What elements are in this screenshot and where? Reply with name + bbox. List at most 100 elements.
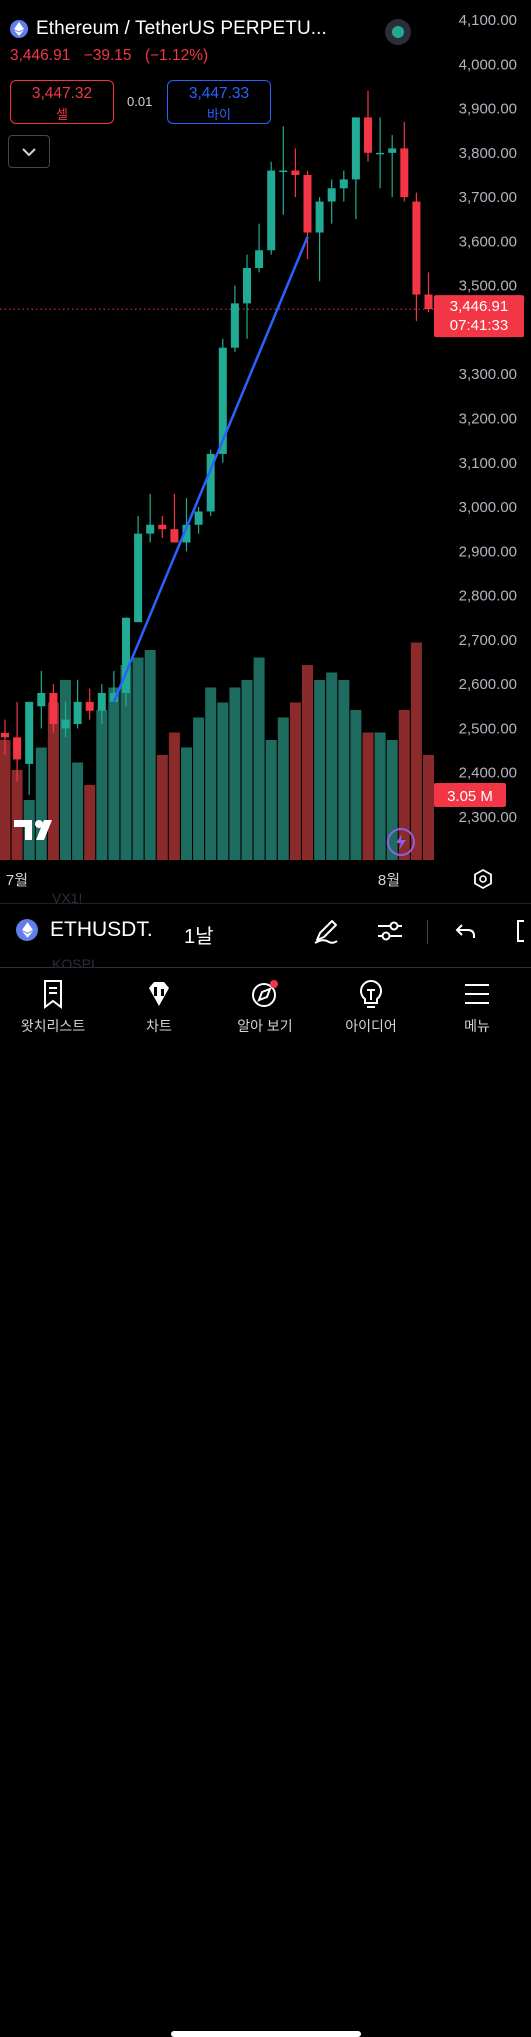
tab-label: 차트 <box>146 1018 172 1034</box>
collapse-button[interactable] <box>8 135 50 168</box>
countdown-text: 07:41:33 <box>450 317 508 334</box>
volume-bar <box>35 747 47 860</box>
tab-label: 알아 보기 <box>237 1018 293 1034</box>
more-tools-button[interactable] <box>512 916 531 951</box>
volume-bar <box>386 740 398 860</box>
x-axis-label: 7월 <box>6 872 28 889</box>
buy-button[interactable]: 3,447.33 바이 <box>167 80 271 124</box>
volume-badge-text: 3.05 M <box>447 788 493 805</box>
volume-bar <box>265 740 277 860</box>
indicators-button[interactable] <box>375 916 405 951</box>
settings-sliders-icon <box>378 921 402 941</box>
x-axis-label: 8월 <box>378 872 400 889</box>
symbol-selector[interactable]: ETHUSDT. <box>16 918 153 942</box>
volume-bar <box>60 680 71 860</box>
lightning-icon[interactable] <box>387 828 415 856</box>
candle <box>61 719 70 729</box>
candle <box>364 117 372 153</box>
tab-chart[interactable]: 차트 <box>106 978 212 1036</box>
y-axis-label: 3,500.00 <box>459 278 517 295</box>
ethereum-icon <box>10 20 28 38</box>
candle <box>25 701 34 764</box>
volume-bar <box>120 665 132 860</box>
settings-hex-icon[interactable] <box>474 868 492 890</box>
volume-bar <box>338 680 350 860</box>
candle <box>279 170 288 173</box>
y-axis-label: 2,300.00 <box>459 809 517 826</box>
symbol-title[interactable]: Ethereum / TetherUS PERPETU... <box>36 18 327 39</box>
candle <box>122 617 130 694</box>
tab-explore[interactable]: 알아 보기 <box>212 978 318 1036</box>
candle <box>218 347 227 454</box>
y-axis-label: 3,100.00 <box>459 455 517 472</box>
volume-bar <box>253 657 265 860</box>
y-axis-label: 4,100.00 <box>459 12 517 29</box>
price-quote: 3,446.91 −39.15 (−1.12%) <box>10 47 370 65</box>
volume-bar <box>374 732 386 860</box>
ethereum-icon <box>16 919 38 941</box>
sell-price: 3,447.32 <box>31 85 93 102</box>
y-axis-label: 3,700.00 <box>459 189 517 206</box>
candle <box>315 201 324 233</box>
candle <box>73 701 82 725</box>
ideas-icon <box>360 979 382 1008</box>
y-axis-label: 2,500.00 <box>459 720 517 737</box>
volume-bar <box>168 732 180 860</box>
candle <box>97 693 106 711</box>
spread-value: 0.01 <box>127 94 153 109</box>
y-axis-label: 3,200.00 <box>459 411 517 428</box>
market-status-icon[interactable] <box>385 19 411 45</box>
chart-header: Ethereum / TetherUS PERPETU... 3,446.91 … <box>10 18 370 65</box>
volume-bar <box>241 680 253 860</box>
candle <box>424 294 433 310</box>
y-axis-label: 4,000.00 <box>459 56 517 73</box>
tab-label: 메뉴 <box>464 1018 490 1034</box>
candle <box>134 533 143 623</box>
candle <box>13 737 22 760</box>
volume-bar <box>156 755 168 860</box>
candle <box>412 201 421 295</box>
sell-label: 셀 <box>56 107 68 122</box>
tab-watchlist[interactable]: 왓치리스트 <box>0 978 106 1036</box>
y-axis-label: 2,600.00 <box>459 676 517 693</box>
candle <box>194 511 203 525</box>
y-axis-label: 3,600.00 <box>459 233 517 250</box>
candle <box>158 524 167 530</box>
undo-icon <box>455 924 475 938</box>
volume-bar <box>326 672 338 860</box>
pen-icon <box>314 920 338 944</box>
toolbar-divider <box>427 920 428 944</box>
undo-button[interactable] <box>452 916 480 951</box>
tab-label: 왓치리스트 <box>20 1018 86 1034</box>
volume-bar <box>362 732 374 860</box>
price-chart[interactable]: 4,100.00 4,000.00 3,900.00 3,800.00 3,700.00… <box>0 0 531 900</box>
volume-bar <box>0 740 11 860</box>
candle <box>388 148 397 153</box>
candle <box>49 693 58 725</box>
candle <box>170 529 179 543</box>
tab-ideas[interactable]: 아이디어 <box>318 978 424 1036</box>
ghost-symbol-top: VX1! <box>52 890 83 906</box>
volume-bar <box>314 680 326 860</box>
candle <box>206 453 215 512</box>
last-price: 3,446.91 <box>10 47 71 64</box>
candle <box>109 693 118 702</box>
drawing-tool-button[interactable] <box>311 916 341 951</box>
fullscreen-icon <box>517 920 524 942</box>
candle <box>376 152 385 155</box>
tradingview-logo-icon <box>14 818 58 845</box>
volume-bar <box>11 770 23 860</box>
volume-bar <box>108 687 120 860</box>
tab-menu[interactable]: 메뉴 <box>424 978 530 1036</box>
candle <box>291 170 300 175</box>
buy-label: 바이 <box>207 107 231 122</box>
timeframe-button[interactable]: 1날 <box>184 926 214 948</box>
volume-bar <box>144 650 156 860</box>
sell-button[interactable]: 3,447.32 셀 <box>10 80 114 124</box>
candle <box>182 524 191 543</box>
tab-label: 아이디어 <box>345 1018 397 1034</box>
trendline <box>112 236 309 703</box>
price-change: −39.15 <box>83 47 132 64</box>
current-price-text: 3,446.91 <box>450 298 508 315</box>
volume-bar <box>289 702 301 860</box>
